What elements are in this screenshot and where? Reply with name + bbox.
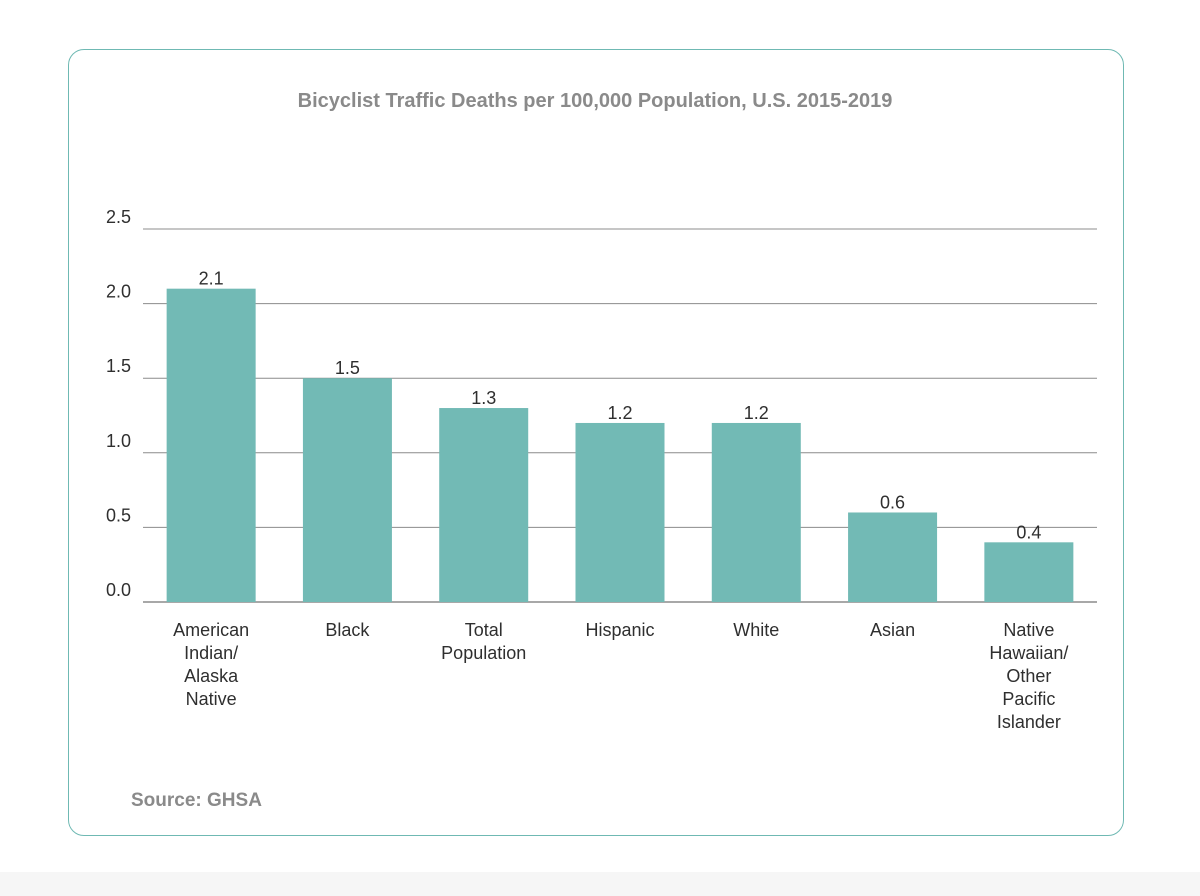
- source-note: Source: GHSA: [131, 790, 262, 811]
- bar: [302, 378, 392, 602]
- bars: [166, 288, 1074, 602]
- bar: [575, 422, 665, 602]
- data-label: 1.2: [607, 403, 632, 423]
- bar: [439, 408, 529, 602]
- data-label: 0.4: [1016, 522, 1041, 542]
- data-label: 0.6: [880, 492, 905, 512]
- data-label: 1.2: [744, 403, 769, 423]
- bar: [984, 542, 1074, 602]
- bar: [166, 288, 256, 602]
- category-label: Native Hawaiian/Other Pacific Islander: [989, 620, 1068, 732]
- bar: [848, 512, 938, 602]
- data-labels: 2.1 1.5 1.3 1.2 1.2 0.6 0.4: [199, 269, 1042, 543]
- y-tick-label: 1.0: [106, 431, 131, 451]
- y-tick-label: 2.5: [106, 207, 131, 227]
- category-label: Black: [325, 620, 370, 640]
- category-label: Total Population: [441, 620, 526, 663]
- y-tick-label: 0.5: [106, 505, 131, 525]
- y-tick-label: 0.0: [106, 580, 131, 600]
- category-labels: American Indian/Alaska Native Black Total Pop…: [173, 620, 1068, 732]
- bar: [711, 422, 801, 602]
- category-label: Hispanic: [585, 620, 654, 640]
- category-label: White: [733, 620, 779, 640]
- y-tick-label: 2.0: [106, 282, 131, 302]
- y-axis-ticks: 0.0 0.5 1.0 1.5 2.0 2.5: [106, 207, 131, 600]
- data-label: 1.5: [335, 358, 360, 378]
- y-tick-label: 1.5: [106, 356, 131, 376]
- data-label: 2.1: [199, 269, 224, 289]
- category-label: Asian: [870, 620, 915, 640]
- page-bottom-strip: [0, 872, 1200, 896]
- data-label: 1.3: [471, 388, 496, 408]
- chart-title: Bicyclist Traffic Deaths per 100,000 Pop…: [297, 90, 893, 112]
- category-label: American Indian/Alaska Native: [173, 620, 249, 709]
